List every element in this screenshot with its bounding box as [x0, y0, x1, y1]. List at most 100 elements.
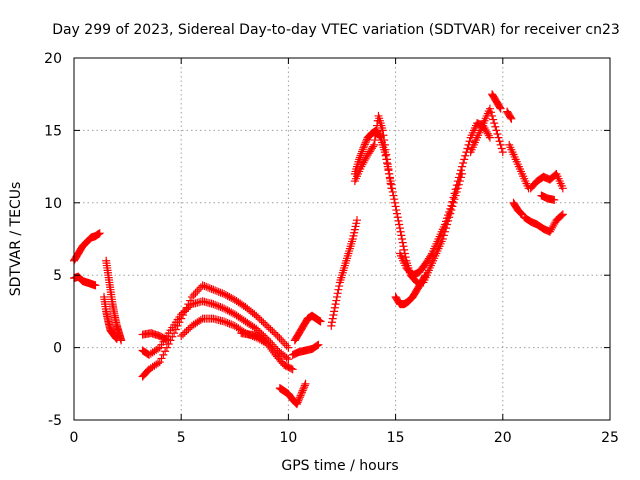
- data-point: [453, 184, 462, 193]
- data-point: [465, 137, 474, 146]
- data-point: [254, 313, 263, 322]
- data-point: [268, 326, 277, 335]
- data-point: [157, 354, 166, 363]
- data-point: [198, 281, 207, 290]
- data-point: [298, 386, 307, 395]
- x-tick-label: 25: [601, 430, 619, 446]
- data-point: [383, 155, 392, 164]
- data-point: [279, 337, 288, 346]
- x-tick-label: 5: [177, 430, 186, 446]
- data-point: [496, 104, 505, 113]
- series-arc-early-d: [100, 292, 121, 343]
- data-point: [327, 321, 336, 330]
- data-point: [214, 302, 223, 311]
- tick-labels: 0 5 10 15 20 25 -5 0 5 10 15 20: [44, 51, 619, 446]
- data-point: [448, 202, 457, 211]
- data-point: [273, 332, 282, 341]
- data-point: [227, 308, 236, 317]
- data-point: [496, 140, 505, 149]
- data-point: [316, 317, 325, 326]
- data-point: [161, 347, 170, 356]
- data-point: [380, 136, 389, 145]
- data-point: [216, 303, 225, 312]
- data-point: [370, 136, 379, 145]
- series-arc-midday-a: [327, 216, 362, 330]
- data-point: [445, 213, 454, 222]
- data-point: [91, 281, 100, 290]
- data-point: [184, 303, 193, 312]
- data-point: [452, 187, 461, 196]
- data-point: [196, 315, 205, 324]
- series-arc-early-a: [70, 229, 104, 265]
- data-point: [95, 229, 104, 238]
- data-point: [456, 166, 465, 175]
- axis-ticks: [73, 57, 611, 421]
- data-point: [516, 208, 525, 217]
- data-point: [395, 220, 404, 229]
- data-point: [220, 304, 229, 313]
- data-point: [164, 336, 173, 345]
- data-point: [378, 126, 387, 135]
- y-axis-title: SDTVAR / TECUs: [8, 182, 24, 297]
- data-point: [180, 328, 189, 337]
- series-arc-night-c: [537, 191, 559, 204]
- data-point: [266, 325, 275, 334]
- data-point: [489, 115, 498, 124]
- data-point: [398, 238, 407, 247]
- data-point: [211, 286, 220, 295]
- data-point: [221, 318, 230, 327]
- data-point: [252, 311, 261, 320]
- data-point: [385, 174, 394, 183]
- data-point: [257, 316, 266, 325]
- data-point: [387, 184, 396, 193]
- series-arc-morning-e: [237, 329, 297, 374]
- y-tick-label: 20: [44, 51, 62, 67]
- data-point: [270, 328, 279, 337]
- data-point: [381, 145, 390, 154]
- data-point: [488, 111, 497, 120]
- data-point: [356, 151, 365, 160]
- data-point: [461, 151, 470, 160]
- plot-frame: [73, 57, 611, 421]
- data-point: [393, 213, 402, 222]
- series-arc-early-b: [70, 272, 100, 290]
- data-point: [459, 158, 468, 167]
- series-arc-night-b: [526, 169, 567, 193]
- data-point: [223, 291, 232, 300]
- data-point: [112, 334, 121, 343]
- data-point: [390, 195, 399, 204]
- data-point: [221, 290, 230, 299]
- data-point: [450, 195, 459, 204]
- data-point: [456, 173, 465, 182]
- data-point: [218, 289, 227, 298]
- data-point: [259, 318, 268, 327]
- data-point: [227, 293, 236, 302]
- data-point: [212, 287, 221, 296]
- data-point: [385, 169, 394, 178]
- data-point: [379, 131, 388, 140]
- data-point: [295, 393, 304, 402]
- data-point: [557, 211, 566, 220]
- data-point: [264, 323, 273, 332]
- data-point: [332, 292, 341, 301]
- data-point: [558, 210, 567, 219]
- series-arc-afternoon-b: [395, 119, 494, 280]
- data-point: [485, 104, 494, 113]
- y-tick-label: 15: [44, 123, 62, 139]
- data-point: [300, 381, 309, 390]
- series-arc-evening-b: [488, 90, 505, 113]
- data-point: [284, 343, 293, 352]
- series-arc-noon-b: [290, 311, 325, 345]
- data-point: [187, 292, 196, 301]
- data-point: [444, 216, 453, 225]
- data-point: [225, 307, 234, 316]
- data-point: [355, 153, 364, 162]
- data-point: [490, 119, 499, 128]
- series-arc-evening-a: [466, 104, 507, 157]
- data-point: [275, 333, 284, 342]
- data-point: [162, 335, 171, 344]
- data-point: [487, 108, 496, 117]
- data-point: [180, 306, 189, 315]
- data-point: [394, 216, 403, 225]
